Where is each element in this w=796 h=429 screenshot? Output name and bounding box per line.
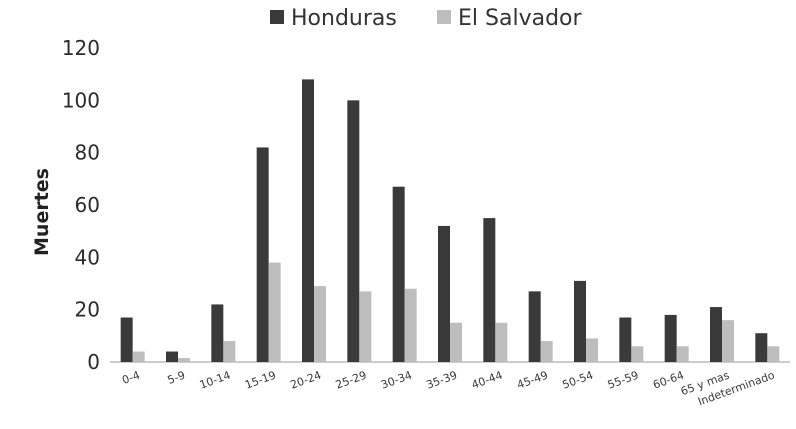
bar-honduras-60-64: [664, 314, 677, 362]
bar-honduras-15-19: [256, 147, 269, 362]
legend-swatch-honduras: [270, 10, 284, 24]
x-tick-label: 0-4: [120, 369, 141, 387]
bar-honduras-indeterminado: [755, 333, 768, 362]
y-axis: 0 20 40 60 80 100 120: [62, 36, 100, 374]
y-axis-label: Muertes: [31, 168, 53, 256]
bar-el-salvador-40-44: [495, 322, 508, 362]
bar-honduras-0-4: [120, 317, 133, 362]
x-tick-label: 25-29: [334, 369, 368, 392]
y-tick-label: 40: [75, 245, 100, 269]
bar-el-salvador-45-49: [540, 341, 553, 362]
bar-honduras-25-29: [347, 100, 360, 362]
bar-honduras-10-14: [211, 304, 224, 362]
x-tick-label: 30-34: [379, 369, 413, 392]
legend-label-el-salvador: El Salvador: [458, 6, 582, 31]
bar-el-salvador-20-24: [314, 286, 326, 362]
bar-honduras-35-39: [438, 225, 450, 362]
x-tick-label: 15-19: [243, 369, 277, 392]
x-tick-label: 55-59: [606, 369, 640, 392]
x-tick-label: 20-24: [289, 369, 323, 392]
bar-el-salvador-25-29: [359, 291, 372, 362]
x-tick-label: 10-14: [198, 369, 232, 392]
bar-honduras-20-24: [302, 79, 314, 363]
bar-el-salvador-5-9: [178, 358, 190, 362]
bar-el-salvador-0-4: [132, 351, 145, 362]
x-axis: 0-4 5-9 10-14 15-19 20-24 25-29 30-34 35-39 40-4…: [120, 369, 776, 409]
y-tick-label: 60: [75, 193, 100, 217]
bar-el-salvador-10-14: [223, 341, 236, 362]
bar-el-salvador-55-59: [631, 346, 644, 362]
y-tick-label: 120: [62, 36, 100, 60]
bar-honduras-30-34: [392, 186, 405, 362]
bar-el-salvador-indeterminado: [767, 346, 780, 362]
bar-honduras-55-59: [619, 317, 632, 362]
y-tick-label: 20: [75, 298, 100, 322]
legend: Honduras El Salvador: [270, 6, 582, 31]
x-tick-label: 5-9: [166, 369, 187, 387]
x-tick-label: 35-39: [425, 369, 459, 392]
x-tick-label: 40-44: [470, 369, 504, 392]
bar-honduras-5-9: [166, 351, 178, 362]
bar-honduras-65-y-mas: [710, 307, 722, 362]
bar-el-salvador-30-34: [404, 288, 417, 362]
bar-honduras-40-44: [483, 218, 496, 362]
bar-el-salvador-50-54: [586, 338, 598, 362]
bars: [120, 79, 780, 363]
x-tick-label: 45-49: [515, 369, 549, 392]
bar-el-salvador-65-y-mas: [722, 320, 734, 362]
bar-el-salvador-35-39: [450, 322, 462, 362]
bar-honduras-45-49: [528, 291, 541, 362]
bar-honduras-50-54: [574, 280, 586, 362]
x-tick-label: 50-54: [561, 369, 595, 392]
y-tick-label: 80: [75, 141, 100, 165]
bar-el-salvador-15-19: [268, 262, 281, 362]
y-tick-label: 100: [62, 88, 100, 112]
y-tick-label: 0: [87, 350, 100, 374]
legend-label-honduras: Honduras: [291, 6, 397, 31]
legend-swatch-el-salvador: [437, 10, 451, 24]
bar-el-salvador-60-64: [676, 346, 689, 362]
